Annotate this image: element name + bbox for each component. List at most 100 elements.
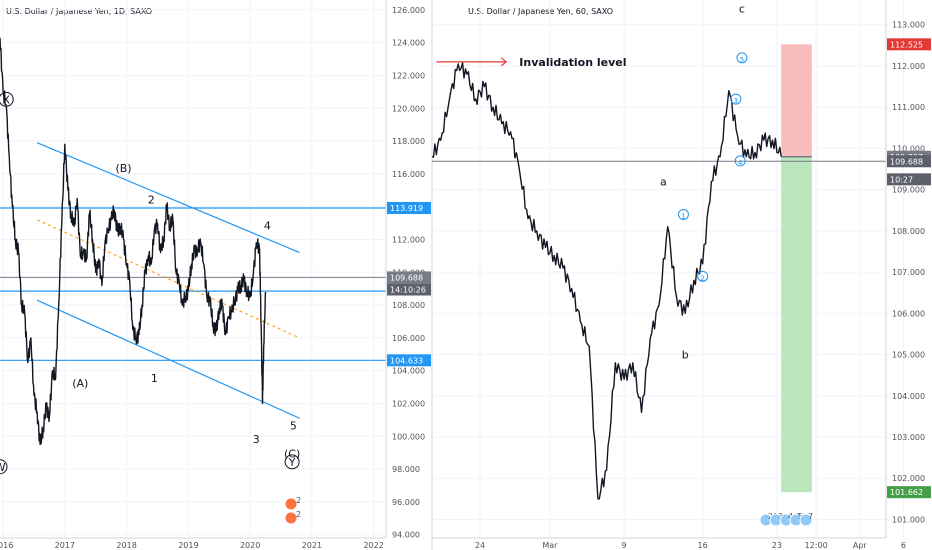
right-chart-panel[interactable]: U.S. Dollar / Japanese Yen, 60, SAXO c 5 3… <box>431 0 931 550</box>
right-y-axis[interactable]: 113.000 112.000 111.000 110.000 109.000 108.0… <box>885 0 925 538</box>
wave-label: (B) <box>115 162 131 175</box>
price-label: 109.688 <box>890 157 923 166</box>
stop-loss-zone <box>781 44 812 157</box>
y-tick-label: 96.000 <box>392 498 420 507</box>
y-tick-label: 101.000 <box>892 515 925 524</box>
wave-label: 5 <box>740 56 744 64</box>
y-tick-label: 110.000 <box>892 144 925 153</box>
wave-label-circle <box>0 91 14 107</box>
x-tick-label: 9 <box>622 541 627 550</box>
y-tick-label: 103.000 <box>892 433 925 442</box>
wave-label-circle <box>736 52 748 64</box>
right-chart-title: U.S. Dollar / Japanese Yen, 60, SAXO <box>468 7 613 16</box>
price-line <box>431 62 782 500</box>
price-label: 104.633 <box>390 356 423 365</box>
x-tick-label: 2019 <box>178 541 198 550</box>
y-tick-label: 98.000 <box>392 465 420 474</box>
wave-label: 2 <box>148 193 155 206</box>
price-label: 10:27 <box>890 175 913 184</box>
x-tick-label: 16 <box>698 541 708 550</box>
right-risk-reward-box[interactable] <box>781 44 812 493</box>
x-tick-label: 2017 <box>55 541 75 550</box>
y-tick-label: 102.000 <box>392 400 425 409</box>
price-label-box <box>387 283 431 296</box>
y-tick-label: 124.000 <box>392 39 425 48</box>
left-wave-labels: X W (B) 2 4 (A) 1 5 3 (C)Y <box>0 91 300 475</box>
wave-label: 1 <box>681 212 685 220</box>
y-tick-label: 116.000 <box>392 170 425 179</box>
price-label: 112.525 <box>890 40 923 49</box>
y-tick-label: 104.000 <box>892 392 925 401</box>
x-tick-label: Mar <box>542 541 558 550</box>
price-label-box <box>887 155 931 168</box>
y-tick-label: 113.000 <box>892 21 925 30</box>
event-badge-count: 2 <box>296 510 301 519</box>
y-tick-label: 108.000 <box>892 227 925 236</box>
wave-label: 4 <box>738 159 743 167</box>
take-profit-zone <box>781 156 812 493</box>
y-tick-label: 109.000 <box>892 186 925 195</box>
y-tick-label: 107.000 <box>892 268 925 277</box>
y-tick-label: 94.000 <box>392 531 420 540</box>
price-label: 14:10:26 <box>390 286 426 295</box>
price-label-box <box>387 201 431 214</box>
wave-label-circle <box>284 454 300 470</box>
event-badge-icon <box>284 511 298 525</box>
wave-label: 4 <box>264 220 271 233</box>
right-grid <box>432 0 904 538</box>
price-label-box <box>887 38 931 51</box>
left-x-axis[interactable]: 2016 2017 2018 2019 2020 2021 2022 <box>0 537 386 550</box>
channel-upper-line <box>36 142 300 254</box>
y-tick-label: 120.000 <box>392 104 425 113</box>
event-badge-icon <box>799 513 813 527</box>
price-label-box <box>887 173 931 186</box>
channel-lower-line <box>36 299 300 419</box>
wave-label: X <box>2 93 10 106</box>
wave-label: Y <box>288 456 296 469</box>
right-x-axis[interactable]: 24 Mar 9 16 23 12:00 Apr 6 <box>432 537 906 550</box>
y-tick-label: 126.000 <box>392 6 425 15</box>
wave-label-circle <box>0 459 8 475</box>
y-tick-label: 112.000 <box>392 235 425 244</box>
y-tick-label: 104.000 <box>392 367 425 376</box>
wave-label-circle <box>677 208 689 220</box>
wave-label: 3 <box>253 433 260 446</box>
left-chart-title: U.S. Dollar / Japanese Yen, 1D, SAXO <box>6 7 152 16</box>
price-label-box <box>387 271 431 284</box>
y-tick-label: 122.000 <box>392 71 425 80</box>
price-label: 101.662 <box>890 488 923 497</box>
price-label-box <box>387 354 431 367</box>
event-badge-count: 7 <box>808 512 813 521</box>
y-tick-label: 112.000 <box>892 62 925 71</box>
right-event-badges[interactable]: 2134 357 <box>759 512 813 527</box>
wave-label: c <box>739 2 745 15</box>
wave-label-circle <box>734 155 746 167</box>
left-event-badges[interactable]: 22 <box>284 496 301 525</box>
wave-label: b <box>682 349 689 362</box>
event-badge-icon <box>284 497 298 511</box>
right-wave-labels: c 5 3 4 a 1 2 b <box>660 2 748 362</box>
right-price-series <box>431 62 782 500</box>
left-price-series <box>0 37 267 446</box>
y-tick-label: 102.000 <box>892 474 925 483</box>
x-tick-label: 2020 <box>240 541 260 550</box>
x-tick-label: 2021 <box>302 541 322 550</box>
invalidation-arrow-head <box>500 57 508 67</box>
wave-label: W <box>0 461 6 474</box>
x-tick-label: 2016 <box>0 541 13 550</box>
price-line <box>0 37 267 446</box>
x-tick-label: Apr <box>853 541 868 550</box>
left-grid <box>0 0 386 538</box>
left-chart-panel[interactable]: U.S. Dollar / Japanese Yen, 1D, SAXO X W (… <box>0 0 432 550</box>
x-tick-label: 12:00 <box>805 541 828 550</box>
left-price-labels: 113.919 109.688 14:10:26 104.633 <box>387 201 431 367</box>
price-label: 113.919 <box>390 204 423 213</box>
y-tick-label: 106.000 <box>392 334 425 343</box>
y-tick-label: 106.000 <box>892 309 925 318</box>
invalidation-label: Invalidation level <box>519 56 626 69</box>
y-tick-label: 108.000 <box>392 301 425 310</box>
wave-label: 2 <box>700 274 704 282</box>
event-badge-count: 2 <box>296 496 301 505</box>
